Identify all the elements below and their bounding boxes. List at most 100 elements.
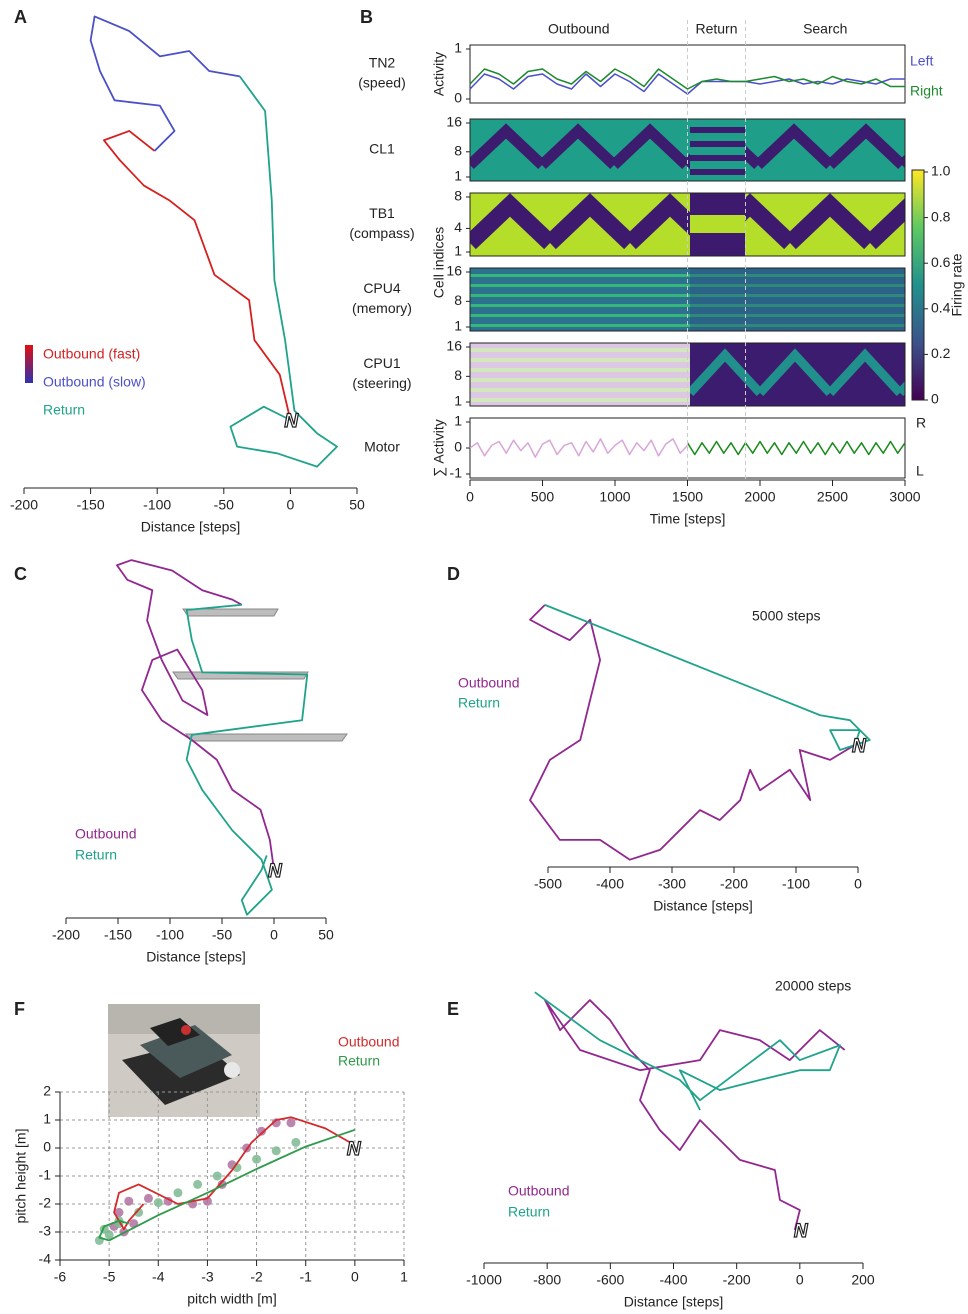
x-tick-label: -500 [534,876,562,892]
data-point [124,1196,134,1206]
y-tick-label: 1 [454,243,462,259]
colorbar-tick-label: 0.6 [931,254,951,270]
phase-label: Return [695,21,737,37]
y-axis-title: pitch height [m] [13,1129,29,1224]
y-tick-label: -1 [39,1167,52,1183]
y-tick-label: 1 [454,40,462,56]
heatmap-tb1 [690,215,745,233]
trajectory [686,440,906,456]
x-tick-label: 2000 [744,489,775,505]
trajectory [185,603,309,916]
y-tick-label: -3 [39,1223,52,1239]
legend-label: Outbound (fast) [43,346,140,362]
x-tick-label: 0 [466,489,474,505]
data-point [252,1154,262,1164]
x-tick-label: 50 [318,927,334,943]
x-tick-label: 0 [270,927,278,943]
heatmap-cl1 [470,119,690,181]
x-axis-title: pitch width [m] [187,1291,276,1307]
y-tick-label: 2 [43,1083,51,1099]
y-tick-label: 4 [454,219,462,235]
legend-label: Outbound [458,675,520,691]
frame [469,192,906,257]
panel-letter: B [360,7,373,27]
row-name: TN2 [369,55,396,71]
data-point [143,1193,153,1203]
y-tick-label: -4 [39,1251,52,1267]
side-label: R [916,415,926,431]
legend-label: Outbound [338,1034,400,1050]
x-tick-label: -100 [143,497,171,513]
row-name: (memory) [352,300,412,316]
colorbar-tick-label: 0 [931,391,939,407]
robot-wheel [224,1062,240,1078]
x-tick-label: -200 [10,497,38,513]
row-name: Motor [364,439,400,455]
colorbar-title: Firing rate [949,253,965,316]
x-axis-title: Distance [steps] [653,898,753,914]
panel-letter: A [14,7,27,27]
heatmap-cl1 [745,119,905,181]
x-tick-label: 2500 [817,489,848,505]
legend-label: Return [75,847,117,863]
colorbar-tick-label: 1.0 [931,163,951,179]
x-tick-label: -3 [201,1269,214,1285]
legend-label: Outbound (slow) [43,374,146,390]
heatmap-cpu4 [470,268,905,331]
data-point [271,1146,281,1156]
colorbar-tick-label: 0.4 [931,300,951,316]
trajectory [229,75,338,468]
nest: N [852,736,867,757]
legend-label: Outbound [508,1183,570,1199]
phase-label: Search [803,21,847,37]
x-tick-label: -100 [782,876,810,892]
legend-label: Return [458,695,500,711]
heatmap-cpu4 [690,268,905,331]
panel-letter: E [447,999,459,1019]
x-tick-label: -800 [533,1272,561,1288]
y-tick-label: 16 [446,338,462,354]
legend-label: Left [910,53,933,69]
trajectory [544,604,871,751]
robot-button [181,1025,191,1035]
x-tick-label: 1500 [672,489,703,505]
x-tick-label: -50 [214,497,234,513]
obstacle [185,733,348,742]
y-tick-label: 1 [454,413,462,429]
x-tick-label: 0 [351,1269,359,1285]
x-tick-label: -400 [596,876,624,892]
legend-label: Right [910,83,943,99]
trajectory [116,559,275,871]
heatmaps [469,44,925,479]
row-name: CPU4 [363,280,401,296]
y-tick-label: 8 [454,143,462,159]
x-tick-label: 50 [349,497,365,513]
colorbar [911,169,925,401]
x-tick-label: -300 [658,876,686,892]
x-tick-label: -50 [212,927,232,943]
legend-label: Return [508,1204,550,1220]
x-tick-label: -4 [152,1269,165,1285]
x-tick-label: -5 [103,1269,116,1285]
y-tick-label: 8 [454,367,462,383]
y-axis-title: Activity [431,52,447,96]
legend-label: Return [338,1053,380,1069]
data-point [291,1137,301,1147]
y-tick-label: -2 [39,1195,52,1211]
colorbar-tick-label: 0.2 [931,345,951,361]
row-name: CPU1 [363,355,401,371]
x-tick-label: -600 [596,1272,624,1288]
x-tick-label: 0 [287,497,295,513]
legend-label: Outbound [75,826,137,842]
x-axis-title: Distance [steps] [141,519,241,535]
x-tick-label: -1 [299,1269,312,1285]
y-tick-label: 0 [454,90,462,106]
y-tick-label: 1 [454,318,462,334]
data-point [256,1126,266,1136]
trajectory [529,604,856,861]
data-point [271,1118,281,1128]
row-name: (steering) [352,375,411,391]
panel-letter: C [14,564,27,584]
data-point [173,1188,183,1198]
trajectory [469,438,689,458]
